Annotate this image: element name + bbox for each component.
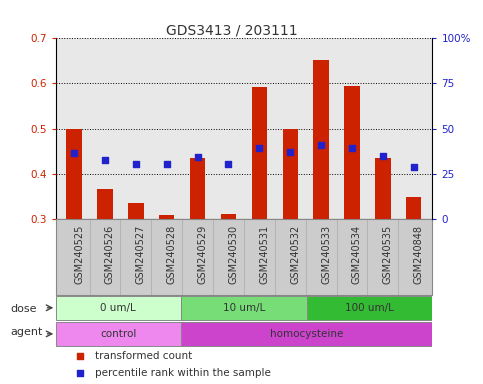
Text: 100 um/L: 100 um/L [345,303,394,313]
Text: GSM240528: GSM240528 [167,225,177,284]
Text: GDS3413 / 203111: GDS3413 / 203111 [166,23,298,37]
Bar [344,86,360,219]
Point [132,161,140,167]
Text: percentile rank within the sample: percentile rank within the sample [95,368,271,378]
Bar [56,296,181,319]
Point [70,150,78,156]
Bar [375,158,391,219]
Bar [307,296,432,319]
Bar [283,129,298,219]
Text: GSM240525: GSM240525 [74,225,84,284]
Bar [97,189,113,219]
Text: GSM240535: GSM240535 [383,225,393,284]
Bar [313,60,329,219]
Bar [181,322,432,346]
Bar [181,296,307,319]
Point [463,294,470,300]
Text: GSM240534: GSM240534 [352,225,362,284]
Bar [406,197,422,219]
Text: transformed count: transformed count [95,351,192,361]
Text: GSM240532: GSM240532 [290,225,300,284]
Point [194,154,201,160]
Point [101,157,109,163]
Point [163,161,170,167]
Bar [56,322,181,346]
Point [225,161,232,167]
Text: agent: agent [11,327,43,337]
Text: GSM240848: GSM240848 [414,225,424,284]
Point [463,143,470,149]
Point [256,144,263,151]
Text: dose: dose [11,304,37,314]
Text: GSM240529: GSM240529 [198,225,208,284]
Text: GSM240526: GSM240526 [105,225,115,284]
Text: GSM240531: GSM240531 [259,225,270,284]
Bar [66,129,82,219]
Text: homocysteine: homocysteine [270,329,343,339]
Point [317,142,325,148]
Text: GSM240527: GSM240527 [136,225,146,284]
Text: 10 um/L: 10 um/L [223,303,265,313]
Point [410,164,418,170]
Point [286,149,294,156]
Bar [252,87,267,219]
Point [379,152,387,159]
Bar [221,214,236,219]
Text: GSM240533: GSM240533 [321,225,331,284]
Text: GSM240530: GSM240530 [228,225,239,284]
Text: 0 um/L: 0 um/L [100,303,136,313]
Bar [190,158,205,219]
Point [348,144,356,151]
Bar [128,203,143,219]
Text: control: control [100,329,137,339]
Bar [159,215,174,219]
